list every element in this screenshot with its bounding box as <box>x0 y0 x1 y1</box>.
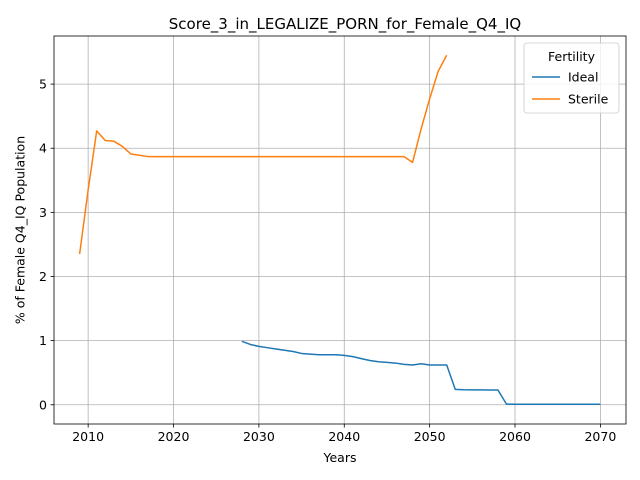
x-tick-label: 2010 <box>72 429 104 444</box>
y-axis-label: % of Female Q4_IQ Population <box>13 136 28 324</box>
x-tick-label: 2020 <box>158 429 190 444</box>
grid <box>54 36 626 424</box>
legend-box <box>523 42 620 114</box>
legend-title: Fertility <box>548 49 596 64</box>
y-tick-label: 2 <box>39 269 47 284</box>
plot-frame <box>53 35 627 425</box>
y-tick-label: 1 <box>39 333 47 348</box>
x-tick-label: 2070 <box>584 429 616 444</box>
y-tick-label: 5 <box>39 77 47 92</box>
y-tick-label: 3 <box>39 205 47 220</box>
y-tick-label: 4 <box>39 141 47 156</box>
series-lines <box>78 54 601 405</box>
legend: Fertility Ideal Sterile <box>523 42 620 114</box>
legend-label-ideal: Ideal <box>568 70 598 85</box>
chart-title: Score_3_in_LEGALIZE_PORN_for_Female_Q4_I… <box>169 15 521 34</box>
series-line-sterile <box>78 54 448 255</box>
x-tick-label: 2030 <box>243 429 275 444</box>
y-tick-label: 0 <box>39 397 47 412</box>
x-tick-label: 2050 <box>414 429 446 444</box>
x-tick-label: 2060 <box>499 429 531 444</box>
axis-ticks: 2010 2020 2030 2040 2050 2060 2070 0 1 2 3 4 5 <box>39 77 616 444</box>
series-line-ideal <box>241 340 601 405</box>
x-axis-label: Years <box>323 450 357 465</box>
x-tick-label: 2040 <box>328 429 360 444</box>
legend-label-sterile: Sterile <box>568 92 609 107</box>
